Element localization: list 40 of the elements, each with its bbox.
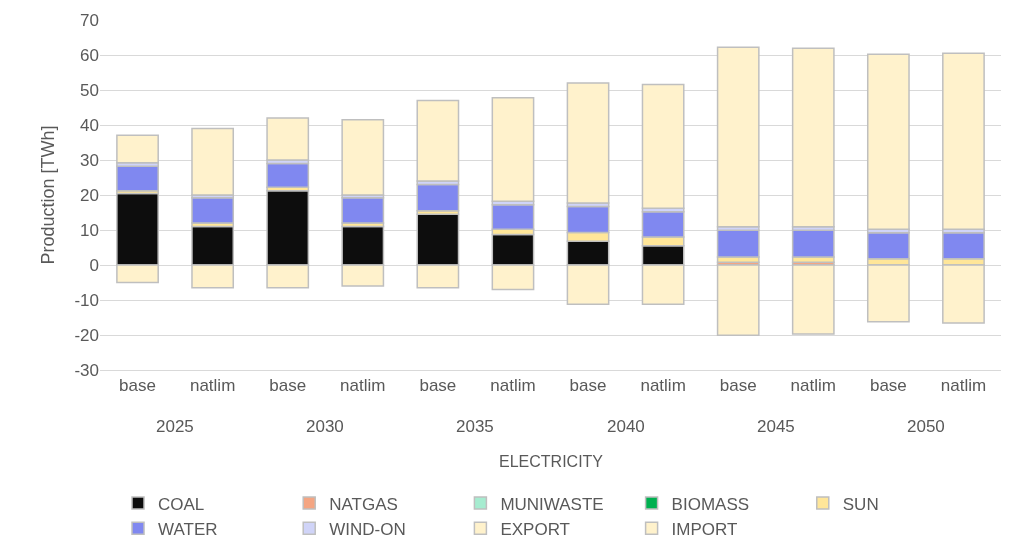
text: 2050 xyxy=(907,417,945,436)
x-tick-label: base xyxy=(419,376,457,396)
x-tick-label: base xyxy=(269,376,307,396)
x-tick-label: natlim xyxy=(790,376,836,396)
legend-label: NATGAS xyxy=(329,494,398,514)
x-tick-label: natlim xyxy=(940,376,987,396)
legend-label: WIND-ON xyxy=(329,519,406,539)
text: 2035 xyxy=(456,417,494,436)
legend-label: WATER xyxy=(158,519,218,539)
legend-label: BIOMASS xyxy=(671,494,750,514)
y-tick-label: 0 xyxy=(89,255,99,275)
legend-label: IMPORT xyxy=(671,519,738,539)
x-tick-label: natlim xyxy=(640,376,686,396)
y-tick-label: 30 xyxy=(80,150,99,170)
legend-label: MUNIWASTE xyxy=(500,494,604,514)
x-tick-label: base xyxy=(719,376,757,396)
text: 2025 xyxy=(156,417,194,436)
y-axis-title: Production [TWh] xyxy=(37,125,58,265)
text: 2045 xyxy=(757,417,795,436)
y-tick-label: 60 xyxy=(80,45,99,65)
y-tick-label: 20 xyxy=(80,185,99,205)
x-tick-label: base xyxy=(869,376,907,396)
x-tick-label: base xyxy=(119,376,156,396)
y-tick-label: -10 xyxy=(74,290,99,310)
y-tick-label: -30 xyxy=(74,360,99,380)
text: 2030 xyxy=(306,417,344,436)
legend-label: SUN xyxy=(842,494,879,514)
y-tick-label: 70 xyxy=(80,10,99,30)
legend-label: EXPORT xyxy=(500,519,570,539)
x-tick-label: natlim xyxy=(490,376,536,396)
x-tick-label: natlim xyxy=(189,376,236,396)
x-tick-label: natlim xyxy=(340,376,386,396)
y-tick-label: 40 xyxy=(80,115,99,135)
x-tick-label: base xyxy=(569,376,607,396)
y-tick-label: 10 xyxy=(80,220,99,240)
legend-label: COAL xyxy=(158,494,205,514)
y-tick-label: -20 xyxy=(74,325,99,345)
text: 2040 xyxy=(607,417,645,436)
x-axis-title: ELECTRICITY xyxy=(499,453,604,470)
y-tick-label: 50 xyxy=(80,80,99,100)
